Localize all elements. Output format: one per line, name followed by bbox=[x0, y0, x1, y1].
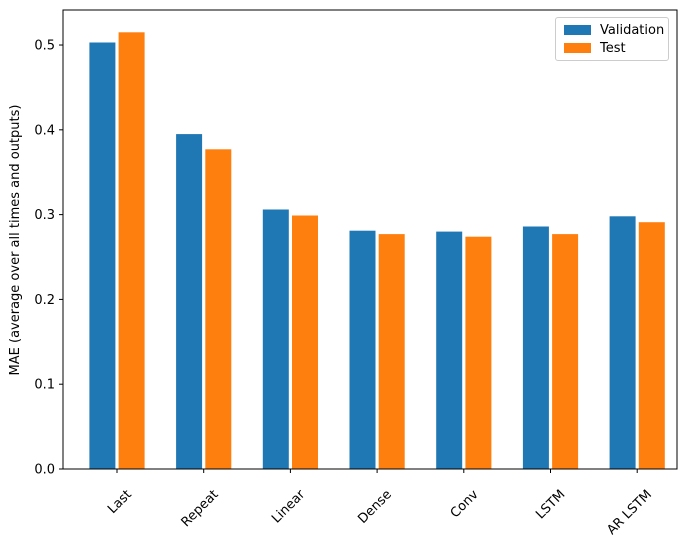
y-axis-label: MAE (average over all times and outputs) bbox=[8, 105, 23, 376]
test-legend-label: Test bbox=[600, 40, 626, 56]
x-tick-label-linear: Linear bbox=[269, 487, 309, 527]
y-tick-label: 0.4 bbox=[34, 123, 55, 138]
legend: Validation Test bbox=[555, 17, 669, 61]
x-tick-label-last: Last bbox=[105, 487, 135, 517]
x-tick-label-repeat: Repeat bbox=[179, 487, 222, 530]
bar-validation-conv bbox=[436, 231, 463, 469]
bar-test-ar-lstm bbox=[638, 222, 665, 469]
bar-validation-dense bbox=[349, 230, 376, 469]
validation-color-swatch bbox=[564, 25, 591, 35]
bar-test-lstm bbox=[552, 234, 579, 469]
axes-spines bbox=[62, 9, 678, 470]
bar-validation-last bbox=[89, 42, 116, 469]
y-tick-label: 0.1 bbox=[34, 378, 55, 393]
bar-test-dense bbox=[378, 234, 405, 469]
x-tick-label-ar-lstm: AR LSTM bbox=[604, 487, 655, 538]
bar-validation-linear bbox=[262, 209, 289, 469]
test-color-swatch bbox=[564, 43, 591, 53]
bar-validation-ar-lstm bbox=[609, 216, 636, 469]
bar-test-repeat bbox=[205, 149, 232, 470]
x-tick-label-dense: Dense bbox=[355, 487, 395, 527]
y-tick-label: 0.2 bbox=[34, 293, 55, 308]
y-tick-label: 0.0 bbox=[34, 463, 55, 478]
x-tick-label-lstm: LSTM bbox=[533, 487, 568, 522]
y-tick-label: 0.3 bbox=[34, 208, 55, 223]
bar-test-conv bbox=[465, 236, 492, 469]
plot-area: 0.0 0.1 0.2 0.3 0.4 0.5 Last Repeat Linear Dense C… bbox=[34, 9, 678, 538]
x-tick-label-conv: Conv bbox=[448, 487, 482, 521]
y-tick-label: 0.5 bbox=[34, 39, 55, 54]
bar-validation-repeat bbox=[176, 134, 203, 469]
bar-validation-lstm bbox=[522, 226, 549, 469]
legend-item-validation: Validation bbox=[564, 24, 664, 37]
bar-test-linear bbox=[292, 215, 318, 469]
bar-test-last bbox=[118, 32, 145, 470]
legend-item-test: Test bbox=[564, 42, 660, 55]
validation-legend-label: Validation bbox=[600, 22, 665, 38]
